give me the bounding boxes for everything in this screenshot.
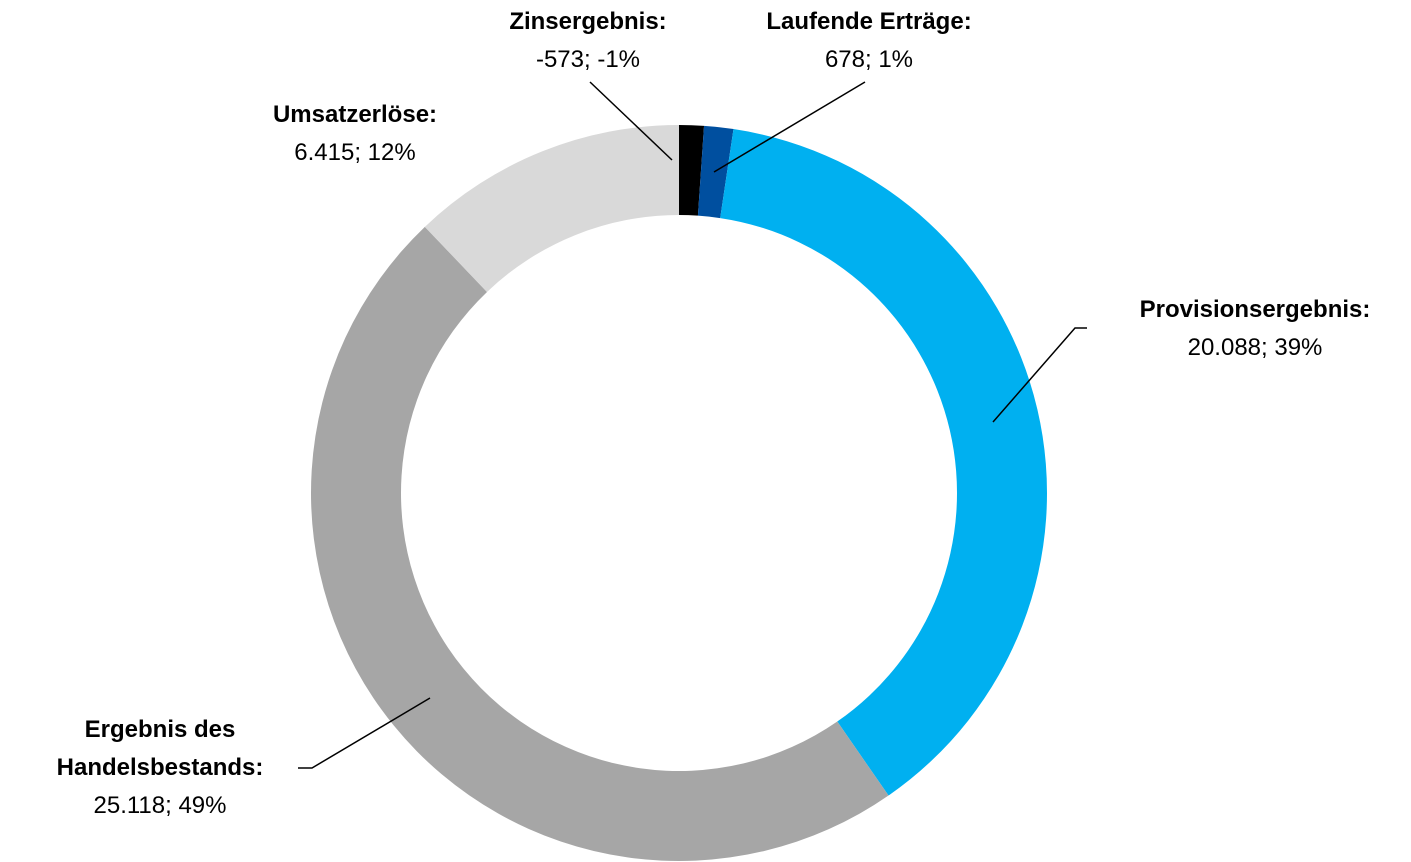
donut-segment [697, 125, 734, 219]
data-label: Laufende Erträge: 678; 1% [719, 3, 1019, 79]
data-label: Umsatzerlöse: 6.415; 12% [225, 96, 485, 172]
category-name: Provisionsergebnis: [1139, 296, 1371, 323]
leader-line [713, 81, 866, 173]
category-name: Ergebnis des Handelsbestands: [56, 716, 264, 781]
leader-line [298, 697, 431, 769]
value-label: 6.415; 12% [294, 139, 416, 166]
value-label: -573; -1% [535, 46, 641, 73]
data-label: Zinsergebnis: -573; -1% [458, 3, 718, 79]
donut-segment [679, 125, 705, 216]
donut-segment [424, 124, 679, 292]
value-label: 25.118; 49% [93, 792, 227, 819]
data-label: Ergebnis des Handelsbestands: 25.118; 49% [25, 711, 295, 825]
category-name: Zinsergebnis: [509, 8, 667, 35]
donut-segment [720, 129, 1047, 796]
category-name: Laufende Erträge: [766, 8, 972, 35]
category-name: Umsatzerlöse: [272, 101, 438, 128]
donut-segment [310, 226, 889, 862]
value-label: 678; 1% [824, 46, 914, 73]
data-label: Provisionsergebnis: 20.088; 39% [1095, 291, 1411, 367]
value-label: 20.088; 39% [1187, 334, 1323, 361]
leader-line [992, 327, 1087, 423]
leader-line [589, 81, 673, 161]
